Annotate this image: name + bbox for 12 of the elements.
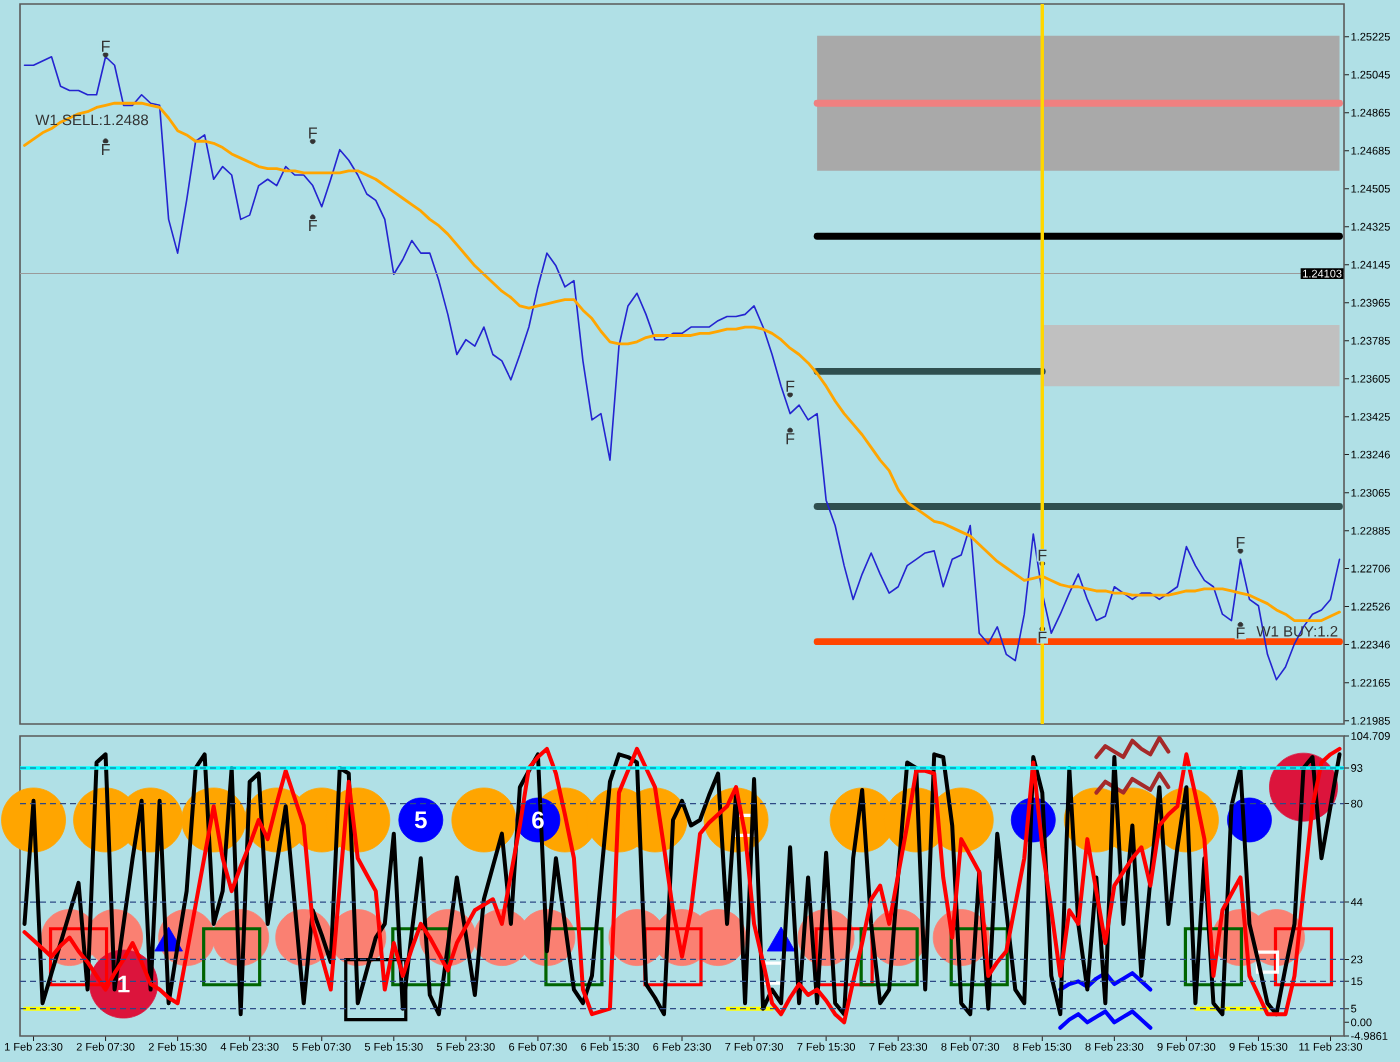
data-label: F bbox=[1038, 631, 1047, 643]
data-label: F bbox=[1038, 549, 1047, 561]
data-label: F bbox=[102, 40, 110, 52]
data-label: F bbox=[1236, 537, 1245, 549]
data-label: F bbox=[1236, 627, 1245, 639]
data-label: F bbox=[786, 433, 795, 445]
data-label: F bbox=[309, 127, 317, 139]
data-label: F bbox=[102, 144, 110, 156]
data-label: F bbox=[786, 380, 795, 392]
data-label: F bbox=[309, 220, 317, 232]
annotation: 1 bbox=[118, 975, 130, 993]
annotation: 5 bbox=[414, 811, 427, 829]
